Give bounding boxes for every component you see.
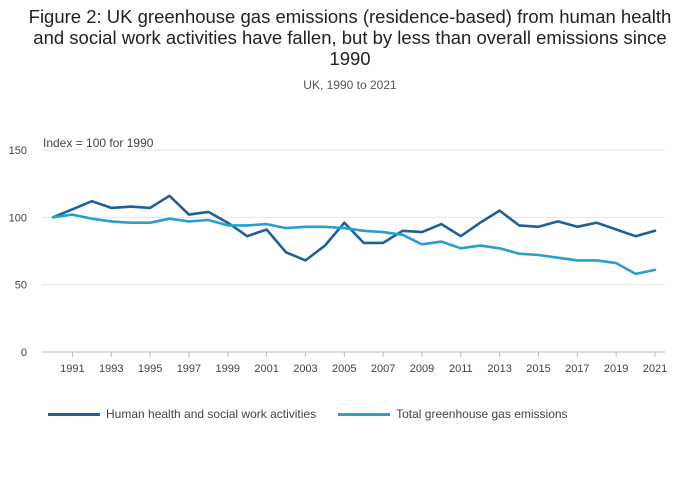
line-chart: 0 50 100 150 1991 1993 1995 1997 1999 2001 2003 20… — [9, 136, 668, 375]
x-tick-label: 1993 — [99, 363, 123, 375]
x-tick-label: 2001 — [254, 363, 278, 375]
x-tick-label: 2009 — [410, 363, 434, 375]
x-tick-label: 2003 — [293, 363, 317, 375]
x-tick-label: 1995 — [138, 363, 162, 375]
series-line-health — [51, 194, 657, 262]
y-tick-label: 50 — [15, 280, 27, 292]
x-tick-label: 1997 — [177, 363, 201, 375]
x-tick-label: 2021 — [643, 363, 667, 375]
chart-subtitle: UK, 1990 to 2021 — [303, 78, 397, 92]
legend-item-health: Human health and social work activities — [48, 407, 316, 421]
gridlines — [42, 149, 665, 353]
x-tick-label: 2015 — [526, 363, 550, 375]
y-tick-label: 100 — [9, 212, 27, 224]
series-line-total — [51, 213, 657, 276]
y-tick-label: 150 — [9, 145, 27, 157]
legend-label-total: Total greenhouse gas emissions — [396, 407, 568, 421]
x-tick-label: 2019 — [604, 363, 628, 375]
legend-swatch-health — [48, 412, 100, 416]
x-tick-label: 2007 — [371, 363, 395, 375]
legend-item-total: Total greenhouse gas emissions — [338, 407, 568, 421]
x-axis-ticks: 1991 1993 1995 1997 1999 2001 2003 2005 2007 2009… — [60, 352, 667, 375]
x-tick-label: 1999 — [216, 363, 240, 375]
x-tick-label: 2005 — [332, 363, 356, 375]
y-tick-label: 0 — [21, 347, 27, 359]
y-axis-ticks: 0 50 100 150 — [9, 145, 27, 359]
x-tick-label: 2011 — [449, 363, 473, 375]
x-tick-label: 2017 — [565, 363, 589, 375]
legend-label-health: Human health and social work activities — [106, 407, 317, 421]
y-axis-label: Index = 100 for 1990 — [43, 136, 154, 150]
legend-swatch-total — [338, 412, 391, 416]
x-tick-label: 2013 — [487, 363, 511, 375]
legend: Human health and social work activities … — [48, 407, 568, 421]
chart-title: Figure 2: UK greenhouse gas emissions (r… — [28, 6, 672, 69]
x-tick-label: 1991 — [60, 363, 84, 375]
series-lines — [51, 194, 657, 276]
